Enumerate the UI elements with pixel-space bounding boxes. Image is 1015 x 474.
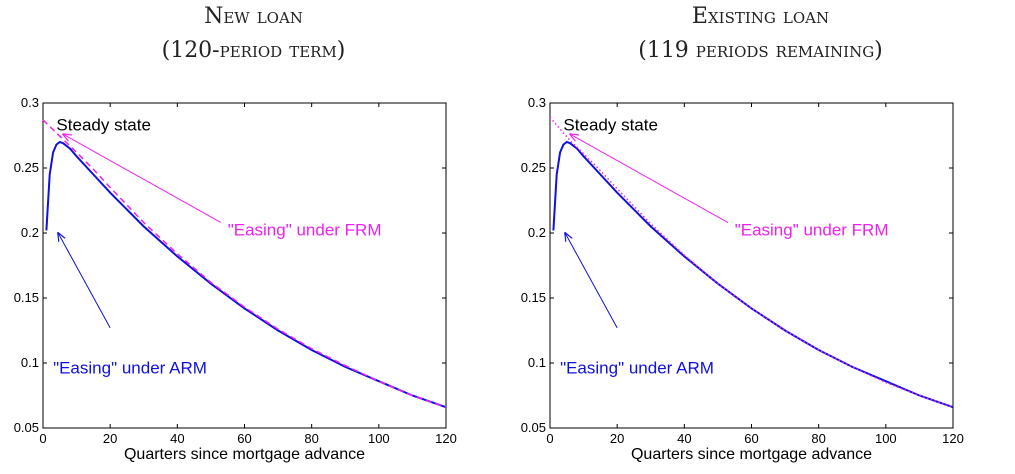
y-tick-label: 0.3 bbox=[528, 95, 546, 110]
y-tick-label: 0.05 bbox=[521, 420, 546, 435]
frm-arrow bbox=[570, 134, 729, 224]
x-tick-label: 120 bbox=[435, 431, 457, 446]
y-tick-label: 0.2 bbox=[528, 225, 546, 240]
plot-frame bbox=[549, 102, 954, 429]
y-tick-label: 0.25 bbox=[521, 160, 546, 175]
x-tick-label: 60 bbox=[237, 431, 251, 446]
chart-title-line2: (119 periods remaining) bbox=[638, 38, 883, 63]
x-axis-label: Quarters since mortgage advance bbox=[631, 446, 872, 463]
y-tick-label: 0.1 bbox=[528, 355, 546, 370]
chart-title-line1: Existing loan bbox=[691, 4, 830, 29]
y-tick-label: 0.05 bbox=[14, 420, 39, 435]
frm-easing-label: "Easing" under FRM bbox=[735, 221, 889, 240]
plot-frame bbox=[42, 102, 447, 429]
x-axis-label: Quarters since mortgage advance bbox=[124, 446, 365, 463]
y-tick-label: 0.15 bbox=[521, 290, 546, 305]
arm-easing-label: "Easing" under ARM bbox=[53, 358, 207, 377]
y-tick-label: 0.25 bbox=[14, 160, 39, 175]
arm-easing-label: "Easing" under ARM bbox=[560, 358, 714, 377]
x-tick-label: 40 bbox=[170, 431, 184, 446]
chart-panel-new-loan: New loan (120-period term) 0 20 40 60 80 100 1… bbox=[0, 0, 507, 474]
x-tick-label: 120 bbox=[942, 431, 964, 446]
chart-title-line2: (120-period term) bbox=[161, 38, 346, 63]
arm-arrow bbox=[565, 233, 618, 329]
steady-state-label: Steady state bbox=[563, 115, 658, 134]
x-tick-label: 60 bbox=[744, 431, 758, 446]
y-tick-label: 0.15 bbox=[14, 290, 39, 305]
y-tick-label: 0.3 bbox=[21, 95, 39, 110]
frm-easing-label: "Easing" under FRM bbox=[228, 221, 382, 240]
x-tick-label: 40 bbox=[677, 431, 691, 446]
x-tick-label: 100 bbox=[875, 431, 897, 446]
x-tick-label: 20 bbox=[103, 431, 117, 446]
x-tick-label: 0 bbox=[546, 431, 553, 446]
series-line-arm bbox=[45, 140, 447, 409]
arm-arrow bbox=[58, 233, 111, 329]
x-tick-label: 0 bbox=[39, 431, 46, 446]
chart-svg: 0 20 40 60 80 100 120 0.05 0.1 0.15 0.2 0.25 0.3 Quar… bbox=[521, 95, 964, 463]
chart-svg: 0 20 40 60 80 100 120 0.05 0.1 0.15 0.2 0.25 0.3 Quar… bbox=[14, 95, 457, 463]
y-tick-label: 0.2 bbox=[21, 225, 39, 240]
chart-panel-existing-loan: Existing loan (119 periods remaining) 0 2… bbox=[507, 0, 1014, 474]
chart-title-line1: New loan bbox=[204, 4, 303, 29]
x-tick-label: 100 bbox=[368, 431, 390, 446]
x-tick-label: 20 bbox=[610, 431, 624, 446]
y-tick-label: 0.1 bbox=[21, 355, 39, 370]
x-tick-label: 80 bbox=[304, 431, 318, 446]
frm-arrow bbox=[63, 134, 222, 224]
x-tick-label: 80 bbox=[811, 431, 825, 446]
steady-state-label: Steady state bbox=[56, 115, 151, 134]
